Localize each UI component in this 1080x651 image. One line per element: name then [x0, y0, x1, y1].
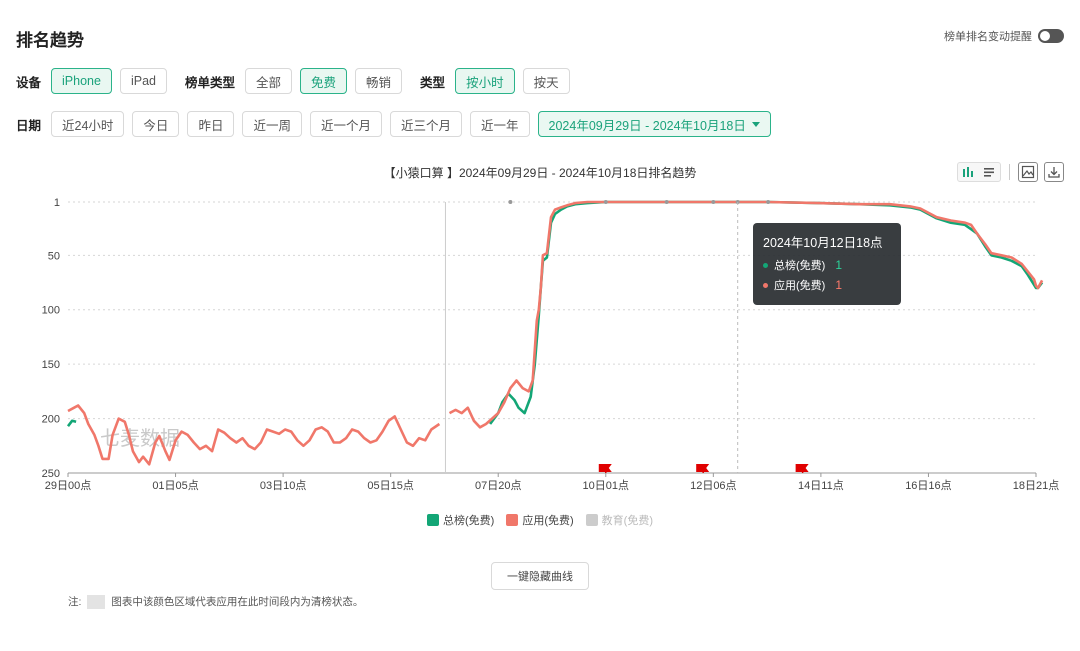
bar-chart-icon	[963, 167, 994, 177]
legend-dot-icon	[763, 282, 768, 288]
legend-swatch	[427, 514, 439, 526]
data-point	[508, 200, 513, 204]
chart-title: 【小猿口算 】2024年09月29日 - 2024年10月18日排名趋势	[383, 166, 697, 180]
rank-alert-label: 榜单排名变动提醒	[944, 31, 1032, 43]
legend-swatch	[506, 514, 519, 526]
date-24h-button[interactable]: 近24小时	[51, 111, 125, 137]
chevron-down-icon	[751, 121, 760, 127]
y-tick-label: 50	[48, 250, 60, 262]
x-tick-label: 14日11点	[798, 479, 844, 492]
flag-icon	[795, 464, 809, 473]
tooltip-title: 2024年10月12日18点	[763, 236, 883, 250]
legend-item-edu[interactable]: 教育(免费)	[585, 512, 653, 528]
toolbar-divider	[1009, 164, 1010, 180]
x-tick-label: 05日15点	[367, 479, 413, 492]
date-3month-button[interactable]: 近三个月	[389, 111, 462, 137]
download-icon[interactable]	[1044, 162, 1064, 182]
x-tick-label: 16日16点	[905, 479, 951, 492]
x-axis: 29日00点 01日05点 03日10点 05日15点 07日20点 10日01点 12日0…	[45, 473, 1059, 492]
x-tick-label: 29日00点	[45, 479, 91, 492]
data-point	[664, 200, 669, 204]
device-iphone-button[interactable]: iPhone	[51, 68, 112, 94]
date-today-button[interactable]: 今日	[132, 111, 180, 137]
legend-label: 应用(免费)	[522, 515, 574, 527]
device-ipad-button[interactable]: iPad	[119, 68, 167, 94]
y-tick-label: 200	[42, 414, 60, 426]
flag-icon	[598, 464, 612, 473]
legend-item-app[interactable]: 应用(免费)	[506, 512, 574, 528]
x-tick-label: 03日10点	[260, 479, 306, 492]
legend-label: 总榜(免费)	[443, 515, 495, 527]
tooltip-row-label: 应用(免费)	[774, 280, 826, 292]
date-month-button[interactable]: 近一个月	[309, 111, 382, 137]
flag-icon	[696, 464, 710, 473]
clear-state-swatch	[87, 594, 106, 609]
flag-cloth	[795, 464, 809, 472]
flag-cloth	[696, 464, 710, 472]
tooltip-row-label: 总榜(免费)	[774, 260, 826, 272]
y-tick-label: 150	[42, 359, 60, 371]
legend-label: 教育(免费)	[601, 515, 653, 527]
view-toggle[interactable]	[957, 162, 1001, 182]
x-tick-label: 01日05点	[152, 479, 198, 492]
rank-alert-toggle[interactable]	[1038, 29, 1064, 43]
rank-alert: 榜单排名变动提醒	[944, 28, 1064, 44]
legend-swatch	[585, 514, 598, 526]
flag-cloth	[598, 464, 612, 472]
data-point	[766, 200, 771, 204]
date-week-button[interactable]: 近一周	[242, 111, 302, 137]
tooltip-row-value: 1	[835, 278, 843, 292]
date-label: 日期	[16, 118, 42, 133]
filter-row-2: 日期 近24小时 今日 昨日 近一周 近一个月 近三个月 近一年 2024年09…	[16, 111, 771, 137]
series-lines	[66, 200, 1044, 466]
type-label: 类型	[420, 75, 446, 90]
chart-note: 注: 图表中该颜色区域代表应用在此时间段内为清榜状态。	[68, 594, 363, 609]
date-year-button[interactable]: 近一年	[470, 111, 530, 137]
legend-item-total[interactable]: 总榜(免费)	[427, 512, 494, 528]
date-range-text: 2024年09月29日 - 2024年10月18日	[548, 118, 746, 133]
date-yesterday-button[interactable]: 昨日	[187, 111, 235, 137]
data-point	[711, 200, 716, 204]
data-point	[603, 200, 608, 204]
page-title: 排名趋势	[16, 31, 84, 50]
toggle-knob	[1040, 31, 1050, 41]
watermark: 七麦数据	[100, 427, 180, 450]
x-tick-label: 18日21点	[1013, 479, 1059, 492]
list-type-label: 榜单类型	[184, 75, 235, 90]
device-label: 设备	[16, 75, 42, 90]
chart-legend: 总榜(免费) 应用(免费) 教育(免费)	[0, 512, 1080, 528]
tooltip-row-value: 1	[835, 258, 843, 272]
x-tick-label: 12日06点	[690, 479, 736, 492]
date-range-picker[interactable]: 2024年09月29日 - 2024年10月18日	[537, 111, 771, 137]
flag-markers	[598, 464, 809, 473]
note-text: 图表中该颜色区域代表应用在此时间段内为清榜状态。	[111, 596, 364, 608]
chart-toolbar	[957, 162, 1064, 182]
list-type-free-button[interactable]: 免费	[300, 68, 348, 94]
list-type-all-button[interactable]: 全部	[245, 68, 293, 94]
series-app-line	[67, 200, 1044, 466]
image-icon[interactable]	[1018, 162, 1038, 182]
legend-dot-icon	[763, 262, 768, 268]
type-hourly-button[interactable]: 按小时	[455, 68, 515, 94]
type-daily-button[interactable]: 按天	[522, 68, 570, 94]
hide-curves-button[interactable]: 一键隐藏曲线	[491, 562, 589, 590]
y-tick-label: 100	[42, 305, 60, 317]
y-tick-label: 1	[54, 197, 60, 209]
tooltip-row-total: 总榜(免费) 1	[763, 257, 891, 273]
tooltip-row-app: 应用(免费) 1	[763, 277, 891, 293]
filter-row-1: 设备 iPhone iPad 榜单类型 全部 免费 畅销 类型 按小时 按天	[16, 68, 570, 94]
chart-tooltip: 2024年10月12日18点 总榜(免费) 1 应用(免费) 1	[753, 223, 901, 305]
x-tick-label: 10日01点	[583, 479, 629, 492]
y-tick-label: 250	[42, 468, 60, 480]
note-prefix: 注:	[68, 596, 82, 608]
x-tick-label: 07日20点	[475, 479, 521, 492]
list-type-grossing-button[interactable]: 畅销	[355, 68, 403, 94]
crosshair	[444, 202, 739, 473]
